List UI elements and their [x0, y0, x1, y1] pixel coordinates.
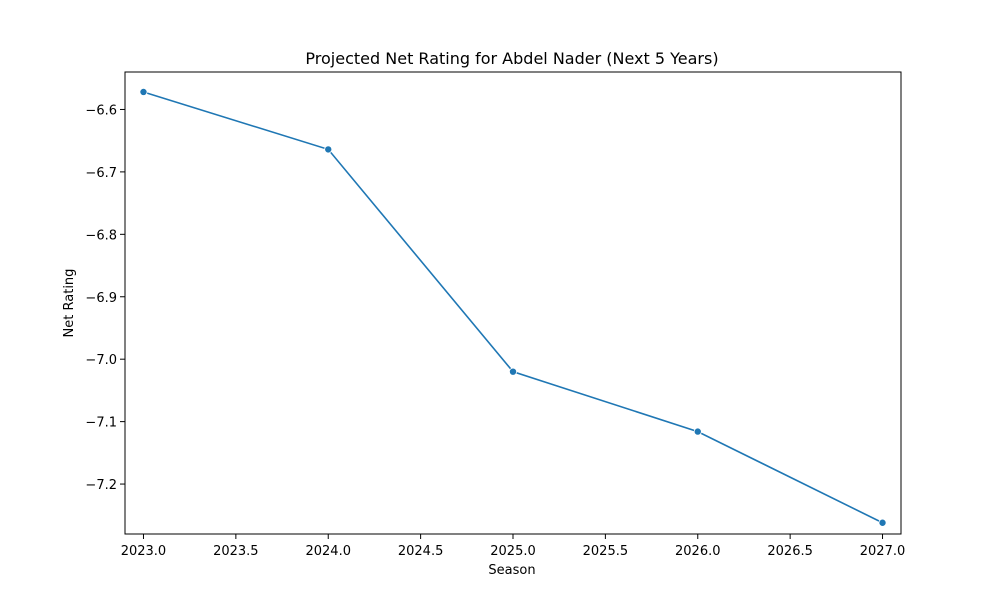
x-axis: 2023.0 2023.5 2024.0 2024.5 2025.0 2025.5 2026… [121, 534, 906, 559]
y-tick-label: −6.9 [85, 291, 117, 306]
x-tick-label: 2023.0 [121, 544, 167, 559]
plot-area [124, 71, 902, 535]
data-point [139, 87, 148, 96]
x-tick-label: 2026.0 [675, 544, 721, 559]
data-point [693, 427, 702, 436]
x-tick-label: 2025.0 [490, 544, 536, 559]
y-tick-label: −7.2 [85, 478, 117, 493]
y-tick-label: −6.7 [85, 166, 117, 181]
x-tick-label: 2024.5 [398, 544, 444, 559]
x-tick-label: 2026.5 [767, 544, 813, 559]
series-line [143, 91, 883, 524]
data-point [878, 518, 887, 527]
x-tick-label: 2025.5 [583, 544, 629, 559]
x-axis-label: Season [488, 563, 535, 578]
y-tick-label: −6.6 [85, 103, 117, 118]
series-layer [139, 87, 887, 527]
data-point [508, 367, 517, 376]
x-tick-label: 2024.0 [305, 544, 351, 559]
x-tick-label: 2023.5 [213, 544, 259, 559]
data-point [324, 145, 333, 154]
y-axis-label: Net Rating [62, 269, 77, 338]
chart-title: Projected Net Rating for Abdel Nader (Ne… [305, 49, 718, 68]
y-axis: −6.6 −6.7 −6.8 −6.9 −7.0 −7.1 −7.2 [85, 103, 125, 493]
y-tick-label: −7.0 [85, 353, 117, 368]
y-tick-label: −7.1 [85, 416, 117, 431]
y-tick-label: −6.8 [85, 228, 117, 243]
x-tick-label: 2027.0 [860, 544, 906, 559]
